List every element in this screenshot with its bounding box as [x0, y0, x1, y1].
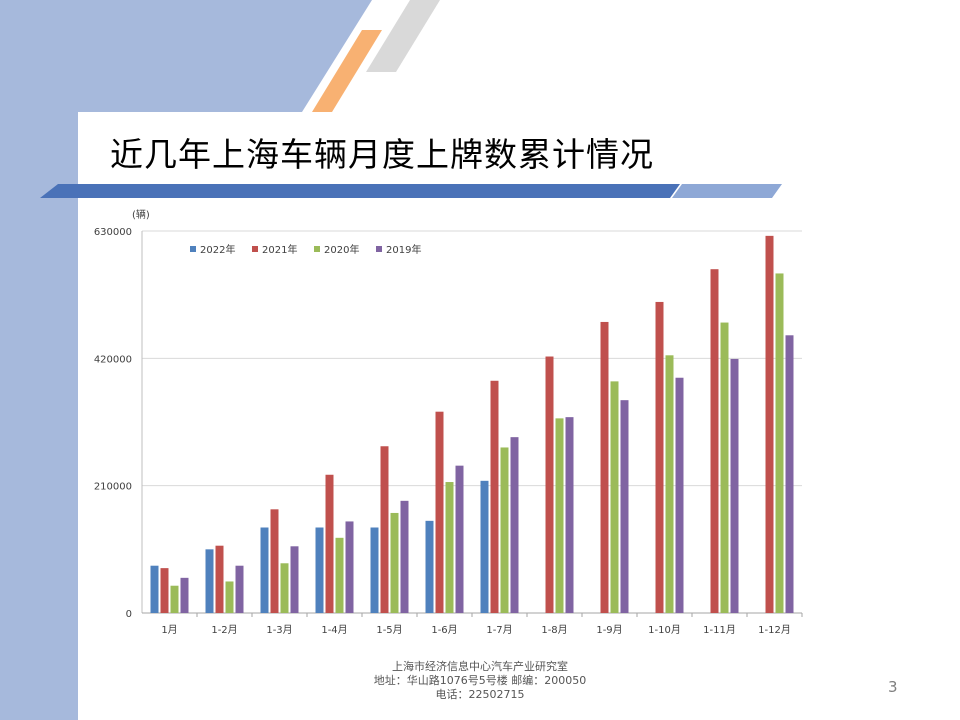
bar	[500, 447, 509, 613]
top-decor-band	[0, 0, 440, 112]
bar	[765, 235, 774, 613]
title-underline	[40, 184, 782, 198]
legend-swatch	[314, 246, 320, 252]
bar	[150, 565, 159, 613]
bar	[620, 400, 629, 613]
y-unit-label: (辆)	[132, 208, 150, 221]
bar	[270, 509, 279, 613]
legend-swatch	[190, 246, 196, 252]
top-blue-shape	[0, 0, 372, 112]
x-tick-label: 1-7月	[486, 624, 512, 636]
left-decor-band	[0, 0, 78, 720]
bar	[710, 269, 719, 613]
bar-chart: 0 210000 420000 630000(辆) 1月 1-2月 1-3月 1-4月 1-5月…	[94, 208, 803, 636]
x-tick-label: 1-6月	[431, 624, 457, 636]
bar	[215, 545, 224, 613]
legend-label: 2019年	[386, 243, 421, 256]
y-tick-label: 210000	[94, 482, 132, 493]
bar	[720, 322, 729, 613]
bar	[545, 356, 554, 613]
x-tick-label: 1-2月	[211, 624, 237, 636]
bar	[390, 512, 399, 613]
y-tick-label: 420000	[94, 354, 132, 365]
bar	[675, 377, 684, 613]
bar	[425, 520, 434, 613]
x-tick-label: 1-5月	[376, 624, 402, 636]
x-tick-label: 1-11月	[703, 624, 736, 636]
bar	[315, 527, 324, 613]
x-tick-label: 1-3月	[266, 624, 292, 636]
slide-title: 近几年上海车辆月度上牌数累计情况	[110, 135, 654, 174]
title-rule-light	[672, 184, 782, 198]
bar	[180, 577, 189, 613]
y-tick-label: 630000	[94, 227, 132, 238]
legend-label: 2021年	[262, 243, 297, 256]
bar	[455, 465, 464, 613]
legend-swatch	[376, 246, 382, 252]
bar	[610, 381, 619, 613]
x-tick-label: 1月	[161, 624, 177, 636]
x-tick-label: 1-4月	[321, 624, 347, 636]
legend-label: 2022年	[200, 243, 235, 256]
x-tick-label: 1-10月	[648, 624, 681, 636]
gray-stripe	[366, 0, 440, 72]
bar	[235, 565, 244, 613]
bar	[480, 480, 489, 613]
bar	[400, 500, 409, 613]
bar	[655, 301, 664, 613]
bar	[160, 568, 169, 613]
footer-phone: 电话：22502715	[435, 688, 525, 701]
y-tick-label: 0	[126, 609, 132, 620]
footer: 上海市经济信息中心汽车产业研究室 地址：华山路1076号5号楼 邮编：20005…	[330, 660, 630, 702]
legend-swatch	[252, 246, 258, 252]
bar	[730, 358, 739, 613]
bar	[445, 482, 454, 613]
bar	[665, 355, 674, 613]
footer-address: 地址：华山路1076号5号楼 邮编：200050	[373, 674, 587, 687]
bar	[205, 549, 214, 613]
title-rule-dark	[40, 184, 680, 198]
bar	[370, 527, 379, 613]
bar	[290, 546, 299, 613]
bar	[565, 417, 574, 613]
bar	[435, 411, 444, 613]
x-tick-label: 1-12月	[758, 624, 791, 636]
bar	[380, 446, 389, 613]
title-panel	[78, 112, 960, 184]
bar	[225, 581, 234, 613]
bar	[260, 527, 269, 613]
page-number: 3	[888, 678, 898, 696]
footer-org: 上海市经济信息中心汽车产业研究室	[392, 660, 568, 673]
bar	[600, 321, 609, 613]
bar	[280, 563, 289, 613]
bar	[775, 273, 784, 613]
orange-stripe	[312, 30, 382, 112]
legend-label: 2020年	[324, 243, 359, 256]
bar	[555, 418, 564, 613]
bar	[785, 335, 794, 613]
bar	[345, 521, 354, 613]
bar	[510, 437, 519, 613]
bar	[335, 537, 344, 613]
x-tick-label: 1-8月	[541, 624, 567, 636]
bar	[325, 474, 334, 613]
bar	[490, 380, 499, 613]
bar	[170, 585, 179, 613]
x-tick-label: 1-9月	[596, 624, 622, 636]
